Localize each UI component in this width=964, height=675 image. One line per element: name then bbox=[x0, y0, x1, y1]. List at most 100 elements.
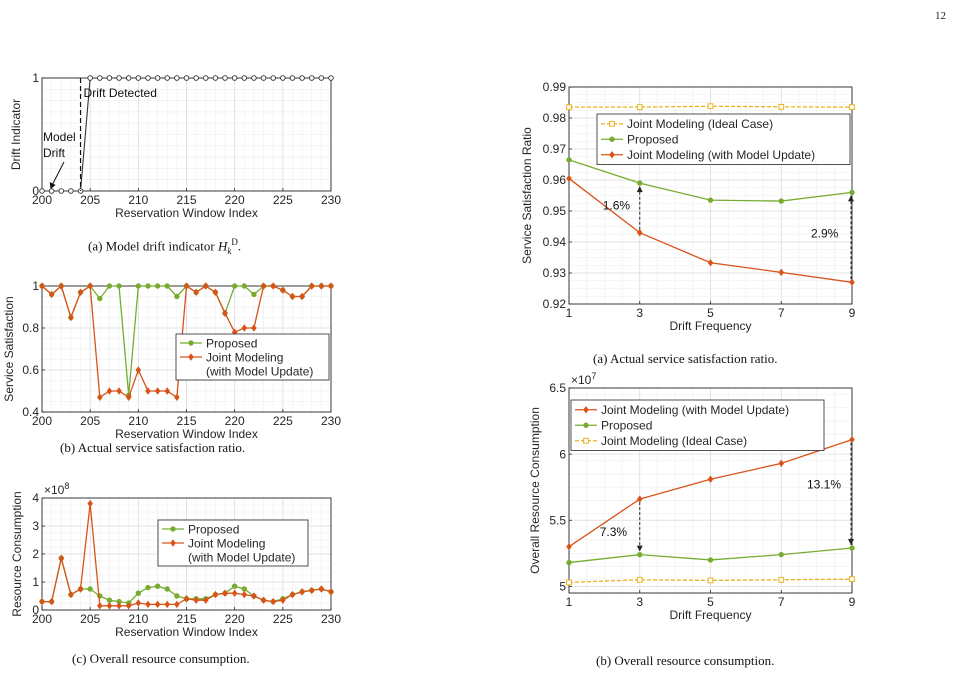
point-ideal bbox=[849, 576, 855, 583]
point-joint bbox=[289, 590, 296, 599]
y-tick-label: 0.97 bbox=[543, 142, 567, 156]
point-joint bbox=[241, 324, 248, 332]
point-joint bbox=[48, 290, 55, 299]
point-joint bbox=[260, 282, 267, 290]
point-joint bbox=[212, 288, 219, 296]
point-joint bbox=[106, 602, 113, 610]
annotation-arrowhead bbox=[636, 545, 643, 552]
y-tick-label: 0.98 bbox=[543, 111, 567, 125]
axis-exponent: ×107 bbox=[571, 371, 596, 387]
point-legend bbox=[188, 353, 194, 361]
point-proposed bbox=[566, 559, 572, 566]
point-joint bbox=[116, 602, 122, 610]
point-joint bbox=[58, 554, 65, 562]
point-drift bbox=[318, 75, 325, 81]
point-joint bbox=[193, 596, 199, 604]
legend-label: (with Model Update) bbox=[188, 550, 295, 564]
point-joint bbox=[154, 600, 161, 609]
point-joint bbox=[145, 600, 151, 609]
point-drift bbox=[106, 75, 113, 81]
point-drift bbox=[87, 75, 93, 81]
point-drift bbox=[68, 188, 74, 194]
point-joint bbox=[164, 387, 171, 395]
y-tick-label: 0.8 bbox=[22, 321, 39, 335]
point-legend bbox=[609, 151, 615, 159]
point-drift bbox=[97, 75, 103, 81]
y-tick-label: 2 bbox=[32, 547, 39, 561]
point-joint bbox=[222, 589, 228, 597]
point-joint bbox=[68, 313, 74, 322]
x-tick-label: 220 bbox=[225, 612, 245, 626]
x-tick-label: 200 bbox=[32, 612, 52, 626]
point-drift bbox=[154, 75, 161, 81]
point-joint bbox=[106, 387, 113, 395]
point-joint bbox=[125, 602, 132, 610]
x-tick-label: 205 bbox=[80, 414, 100, 428]
point-legend bbox=[170, 539, 176, 547]
point-drift bbox=[58, 188, 65, 194]
point-drift bbox=[183, 75, 190, 81]
chart-res_right: 1 3 5 7 9 5 5.5 6 6.5 Drift Frequency Overall Reso… bbox=[528, 371, 856, 622]
point-joint bbox=[707, 259, 714, 267]
point-joint bbox=[289, 292, 296, 301]
chart-drift: 200 205 210 215 220 225 230 0 1 Reservation Windo… bbox=[9, 71, 341, 220]
point-legend bbox=[609, 136, 615, 142]
point-drift bbox=[270, 75, 276, 81]
point-ideal bbox=[778, 576, 785, 583]
caption-service-satisfaction-left: (b) Actual service satisfaction ratio. bbox=[60, 440, 246, 455]
point-joint bbox=[39, 282, 45, 290]
point-proposed bbox=[164, 586, 170, 592]
y-tick-label: 6 bbox=[559, 447, 566, 461]
x-tick-label: 9 bbox=[849, 595, 856, 609]
legend-label: Proposed bbox=[627, 133, 678, 147]
legend-label: Joint Modeling (with Model Update) bbox=[627, 148, 815, 162]
point-joint bbox=[280, 286, 286, 294]
point-joint bbox=[318, 585, 325, 593]
point-drift bbox=[145, 75, 151, 81]
point-joint bbox=[636, 229, 643, 237]
point-joint bbox=[222, 309, 228, 317]
axis-exponent-power: 8 bbox=[64, 481, 69, 491]
point-drift bbox=[280, 75, 286, 81]
point-joint bbox=[707, 475, 714, 483]
axis-exponent: ×108 bbox=[44, 481, 69, 497]
x-axis-label: Drift Frequency bbox=[669, 608, 751, 622]
point-drift bbox=[260, 75, 267, 81]
y-tick-label: 5 bbox=[559, 580, 566, 594]
x-tick-label: 1 bbox=[566, 595, 573, 609]
legend-label: Joint Modeling (Ideal Case) bbox=[627, 117, 773, 131]
point-drift bbox=[135, 75, 142, 81]
point-drift bbox=[212, 75, 219, 81]
point-joint bbox=[174, 600, 180, 609]
y-tick-label: 0.94 bbox=[543, 235, 567, 249]
point-proposed bbox=[637, 551, 643, 558]
legend-label: Joint Modeling (with Model Update) bbox=[601, 403, 789, 417]
point-ideal bbox=[707, 103, 714, 110]
point-joint bbox=[39, 597, 45, 606]
y-tick-label: 0.99 bbox=[543, 80, 567, 94]
legend-label: Proposed bbox=[601, 419, 652, 433]
point-proposed bbox=[106, 283, 113, 289]
x-axis-label: Drift Frequency bbox=[669, 319, 751, 333]
point-joint bbox=[116, 387, 122, 395]
point-drift bbox=[299, 75, 305, 81]
point-joint bbox=[97, 602, 103, 610]
point-proposed bbox=[849, 189, 855, 196]
point-joint bbox=[68, 590, 74, 599]
y-axis-label: Service Satisfaction Ratio bbox=[520, 127, 534, 264]
axis-exponent-power: 7 bbox=[591, 371, 596, 381]
point-joint bbox=[97, 393, 103, 401]
x-tick-label: 7 bbox=[778, 595, 785, 609]
y-tick-label: 0.92 bbox=[543, 297, 567, 311]
point-joint bbox=[280, 596, 286, 604]
y-tick-label: 5.5 bbox=[549, 513, 566, 527]
point-joint bbox=[566, 174, 572, 183]
legend-label: Joint Modeling bbox=[206, 350, 283, 364]
x-tick-label: 220 bbox=[225, 193, 245, 207]
y-tick-label: 0.6 bbox=[22, 363, 39, 377]
point-ideal bbox=[707, 577, 714, 584]
page-number: 12 bbox=[935, 10, 946, 22]
point-proposed bbox=[251, 291, 257, 298]
point-drift bbox=[251, 75, 257, 81]
caption-drift-indicator: (a) Model drift indicator HkD. bbox=[88, 237, 242, 256]
